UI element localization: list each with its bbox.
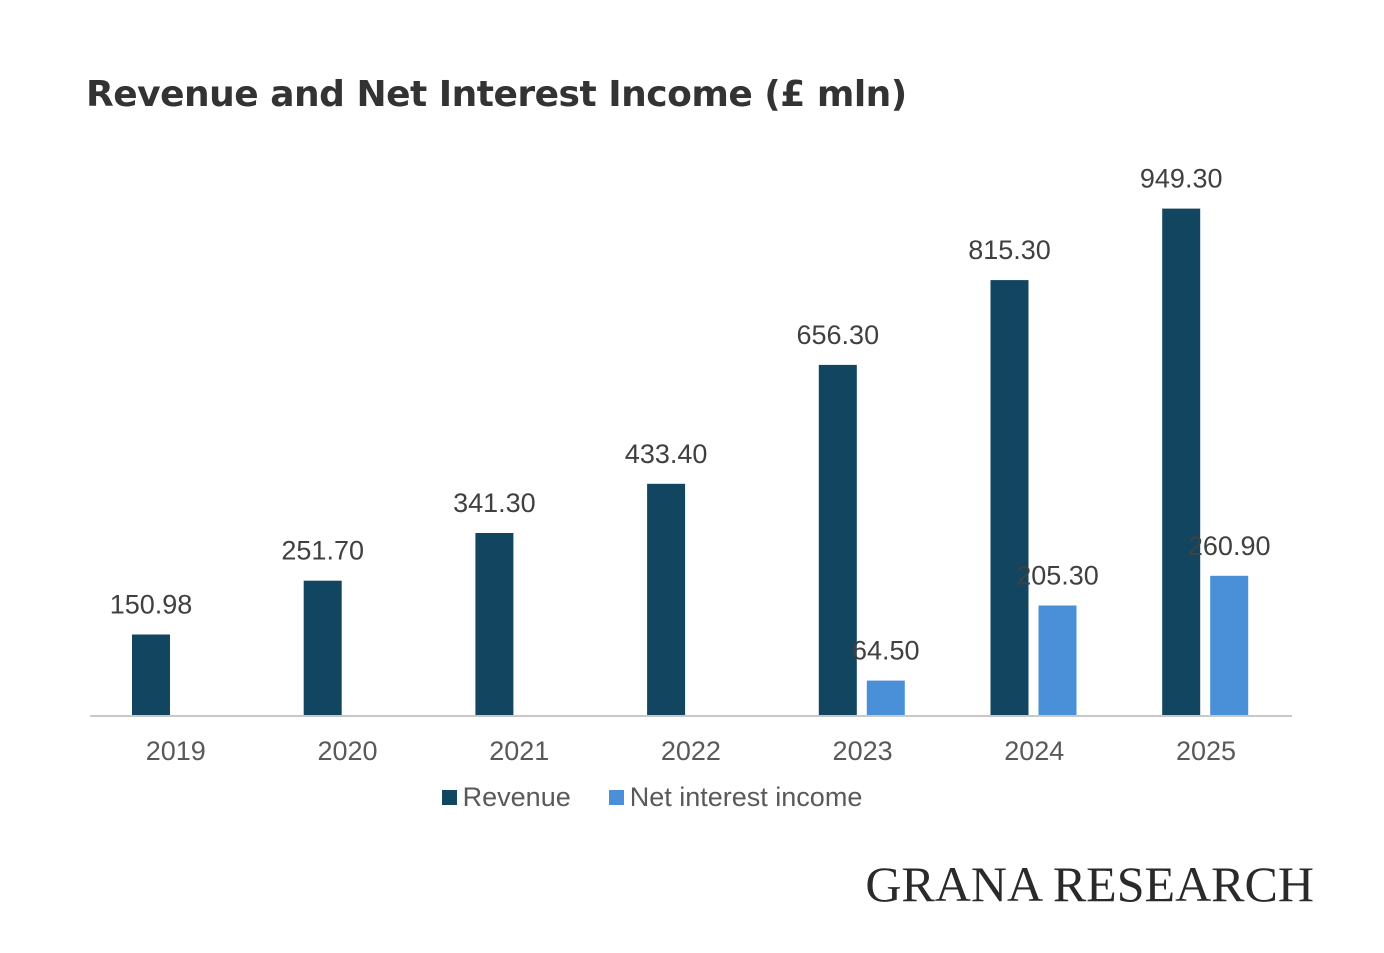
- data-label-revenue-2020: 251.70: [281, 536, 364, 566]
- x-tick-label-2020: 2020: [317, 736, 377, 766]
- x-tick-label-2023: 2023: [833, 736, 893, 766]
- chart-title: Revenue and Net Interest Income (£ mln): [86, 74, 907, 115]
- bar-revenue-2024: [990, 280, 1029, 715]
- x-tick-label-2024: 2024: [1004, 736, 1064, 766]
- bar-net-interest-income-2025: [1210, 575, 1249, 715]
- bar-revenue-2019: [132, 634, 170, 715]
- legend-swatch-revenue: [441, 790, 457, 805]
- data-label-revenue-2021: 341.30: [453, 488, 536, 518]
- data-label-revenue-2023: 656.30: [797, 320, 880, 350]
- x-tick-label-2025: 2025: [1176, 736, 1236, 766]
- legend-item-net-interest-income: Net interest income: [608, 782, 863, 813]
- data-label-net-interest-income-2024: 205.30: [1016, 561, 1099, 591]
- x-tick-labels-layer: 2019 2020 2021 2022 2023 2024 2025: [146, 736, 1236, 766]
- legend: Revenue Net interest income: [0, 782, 1384, 813]
- bar-revenue-2023: [818, 364, 857, 715]
- data-label-net-interest-income-2025: 260.90: [1188, 531, 1271, 561]
- data-labels-layer: 150.98 251.70 341.30 433.40 656.30 64.50 815.3…: [110, 164, 1271, 666]
- legend-label-net-interest-income: Net interest income: [629, 782, 863, 812]
- data-label-net-interest-income-2023: 64.50: [852, 636, 920, 666]
- grana-research-watermark: GRANA RESEARCH: [865, 856, 1314, 912]
- bar-net-interest-income-2024: [1038, 605, 1077, 715]
- x-tick-label-2022: 2022: [661, 736, 721, 766]
- legend-item-revenue: Revenue: [441, 782, 571, 813]
- legend-label-revenue: Revenue: [462, 782, 571, 812]
- bar-revenue-2020: [303, 580, 342, 715]
- bar-revenue-2022: [647, 483, 686, 715]
- bar-revenue-2021: [475, 533, 514, 715]
- x-tick-label-2019: 2019: [146, 736, 206, 766]
- bar-net-interest-income-2023: [866, 680, 905, 715]
- bars-layer: [132, 208, 1249, 715]
- data-label-revenue-2025: 949.30: [1140, 164, 1223, 194]
- bar-revenue-2025: [1162, 208, 1201, 715]
- legend-swatch-net-interest-income: [608, 790, 624, 805]
- data-label-revenue-2024: 815.30: [968, 235, 1051, 265]
- data-label-revenue-2019: 150.98: [110, 590, 193, 620]
- data-label-revenue-2022: 433.40: [625, 439, 708, 469]
- x-tick-label-2021: 2021: [489, 736, 549, 766]
